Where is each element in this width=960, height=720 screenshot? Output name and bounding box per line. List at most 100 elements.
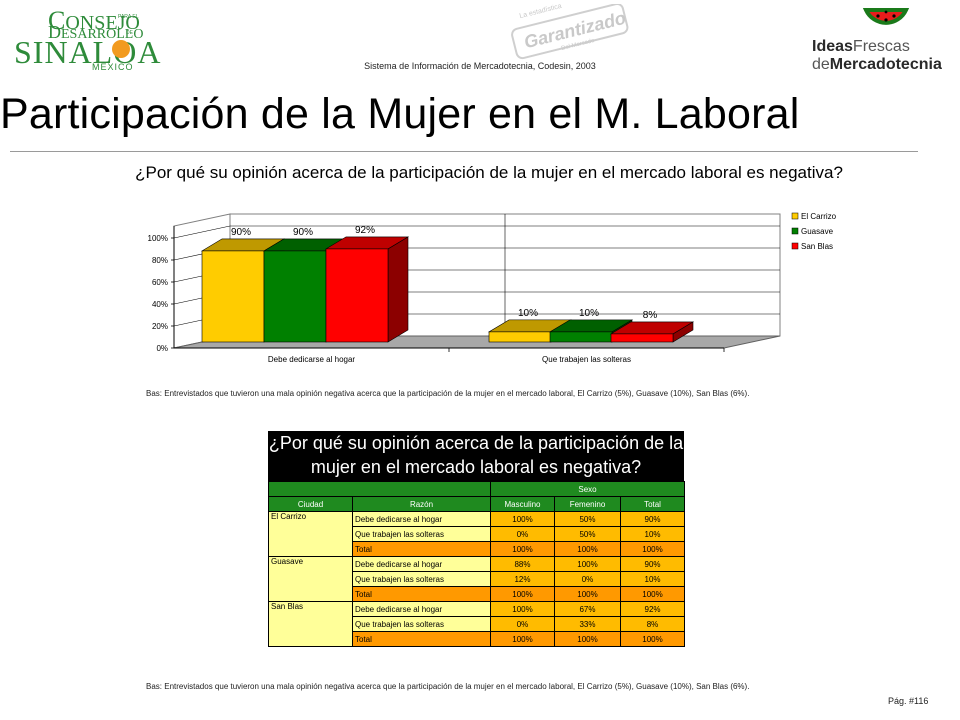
column-header: Femenino [554,496,621,512]
value-cell: 33% [554,616,621,632]
logo-ideas-line1: IdeasFrescas [812,38,910,55]
column-header: Masculino [490,496,555,512]
logo-line-desarrollo: DESARROLLO [48,22,144,42]
y-tick-label: 20% [152,322,168,331]
page-title: Participación de la Mujer en el M. Labor… [0,90,800,138]
table-row: Total 100% 100% 100% [269,631,686,647]
table-title: ¿Por qué su opinión acerca de la partici… [268,431,684,481]
reason-cell: Que trabajen las solteras [352,526,491,542]
y-tick-label: 0% [156,344,168,353]
value-cell: 50% [554,511,621,527]
value-cell: 100% [554,586,621,602]
y-tick-label: 80% [152,256,168,265]
gridline-side [173,225,231,239]
legend-swatch [791,227,799,235]
logo-small-de: DE [126,30,133,36]
legend-entry: San Blas [801,242,833,251]
page-number: Pág. #116 [888,696,929,706]
reason-cell: Total [352,631,491,647]
group-header-sexo: Sexo [489,481,686,497]
table-header-row: Ciudad Razón Masculino Femenino Total [268,496,686,512]
x-tick-label: Que trabajen las solteras [542,355,631,364]
y-tick-label: 40% [152,300,168,309]
value-cell: 100% [490,511,555,527]
results-table: ¿Por qué su opinión acerca de la partici… [268,431,686,663]
logo-line-mexico: MEXICO [92,62,134,72]
watermelon-icon [862,8,910,25]
value-cell: 100% [619,586,686,602]
data-label: 10% [579,308,599,319]
value-cell: 88% [490,556,555,572]
value-cell: 10% [619,571,686,587]
group-header-spacer [268,481,491,497]
value-cell: 90% [619,511,686,527]
reason-cell: Que trabajen las solteras [352,616,491,632]
table-title-line2: mujer en el mercado laboral es negativa? [310,457,642,477]
data-label: 92% [355,225,375,236]
data-label: 10% [518,308,538,319]
table-row: Total 100% 100% 100% [269,586,686,602]
value-cell: 0% [554,571,621,587]
ideas-frescas-logo: IdeasFrescas deMercadotecnia [800,2,958,74]
column-header: Total [619,496,686,512]
value-cell: 100% [619,631,686,647]
reason-cell: Que trabajen las solteras [352,571,491,587]
value-cell: 0% [490,526,555,542]
system-subtitle: Sistema de Información de Mercadotecnia,… [364,61,596,71]
city-cell: El Carrizo [268,511,353,557]
data-label: 90% [231,227,251,238]
logo-ideas-line2: deMercadotecnia [812,56,942,73]
reason-cell: Total [352,541,491,557]
base-note: Bas: Entrevistados que tuvieron una mala… [146,389,750,398]
value-cell: 100% [490,631,555,647]
y-tick-label: 60% [152,278,168,287]
legend-box [787,209,860,261]
table-row: El Carrizo Debe dedicarse al hogar 100% 50%… [268,511,686,557]
value-cell: 0% [490,616,555,632]
table-row: Que trabajen las solteras 0% 33% 8% [269,616,686,632]
logo-line-consejo: CONSEJO [48,6,140,35]
bar-side [387,236,409,343]
bar [263,250,327,343]
bar [201,250,265,343]
city-cell: San Blas [268,601,353,647]
table-row: San Blas Debe dedicarse al hogar 100% 67% 92… [268,601,686,647]
stamp-shape [511,2,629,60]
bar [610,333,674,343]
table-group-header-row: Sexo [268,481,686,497]
bar [325,248,389,343]
bar [549,331,613,343]
logo-line-sinaloa: SINALOA [14,34,162,70]
value-cell: 90% [619,556,686,572]
data-label: 8% [643,310,658,321]
reason-cell: Debe dedicarse al hogar [352,601,491,617]
legend-swatch [791,242,799,250]
value-cell: 100% [490,586,555,602]
bar-chart: 0% 20% 40% 60% 80% 100% 90% 90% 92% Debe dedicars… [148,209,860,364]
legend-entry: Guasave [801,227,834,236]
legend-swatch [791,212,799,220]
title-divider [10,151,918,152]
column-header: Razón [352,496,491,512]
garantizado-stamp: La estadística Garantizado Del Mercado [505,2,635,60]
value-cell: 100% [554,631,621,647]
value-cell: 12% [490,571,555,587]
table-title-line1: ¿Por qué su opinión acerca de la partici… [268,433,684,453]
sun-icon [112,40,130,58]
reason-cell: Debe dedicarse al hogar [352,511,491,527]
value-cell: 100% [490,541,555,557]
codesin-logo: CONSEJO PARA EL DESARROLLO DE SINALOA ME… [8,4,162,72]
x-tick-label: Debe dedicarse al hogar [268,355,356,364]
table-row: Que trabajen las solteras 0% 50% 10% [269,526,686,542]
bar [488,331,552,343]
value-cell: 50% [554,526,621,542]
data-label: 90% [293,227,313,238]
legend-entry: El Carrizo [801,212,837,221]
chart-title: ¿Por qué su opinión acerca de la partici… [135,163,843,182]
base-note-2: Bas: Entrevistados que tuvieron una mala… [146,682,750,691]
value-cell: 100% [554,556,621,572]
value-cell: 8% [619,616,686,632]
logo-small-paraeel: PARA EL [118,14,139,20]
value-cell: 67% [554,601,621,617]
value-cell: 92% [619,601,686,617]
